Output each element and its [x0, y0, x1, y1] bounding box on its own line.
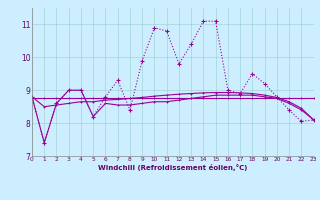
X-axis label: Windchill (Refroidissement éolien,°C): Windchill (Refroidissement éolien,°C) — [98, 164, 247, 171]
